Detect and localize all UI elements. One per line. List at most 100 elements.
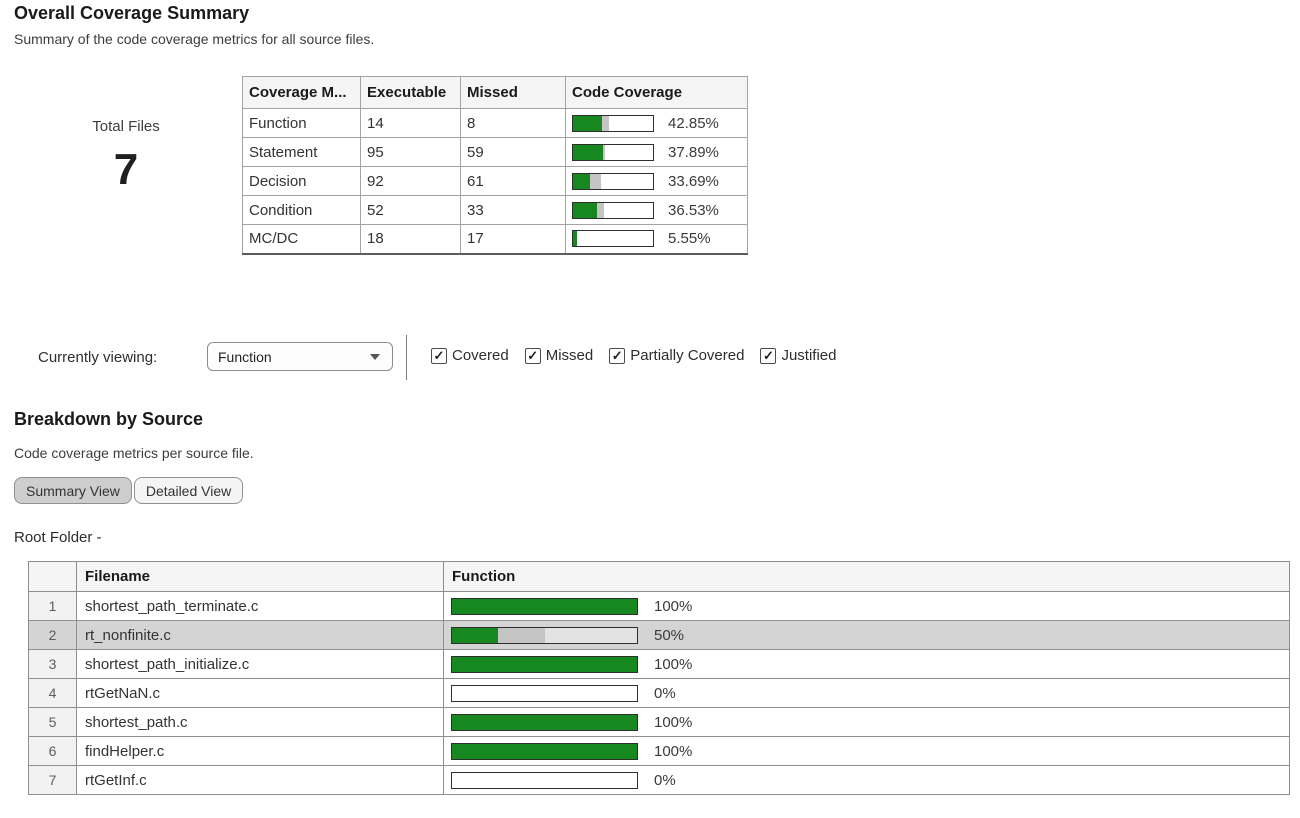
summary-table-row: Decision 92 61 33.69%	[242, 166, 748, 196]
coverage-bar	[451, 713, 638, 731]
summary-table: Coverage M... Executable Missed Code Cov…	[242, 76, 748, 255]
coverage-percent: 50%	[654, 626, 685, 644]
coverage-bar	[572, 114, 654, 132]
covered-segment	[573, 115, 603, 131]
coverage-bar-wrap: 0%	[451, 771, 1282, 789]
file-table-row[interactable]: 3 shortest_path_initialize.c 100%	[28, 649, 1290, 679]
file-table-row[interactable]: 6 findHelper.c 100%	[28, 736, 1290, 766]
partial-segment	[602, 115, 609, 131]
partial-segment	[603, 144, 605, 160]
filter-checkbox-item[interactable]: ✓ Missed	[524, 347, 593, 364]
missed-cell: 59	[460, 137, 566, 167]
filename-cell: shortest_path.c	[76, 707, 444, 737]
row-index-cell: 3	[28, 649, 77, 679]
coverage-percent: 5.55%	[668, 230, 711, 248]
coverage-percent: 42.85%	[668, 114, 719, 132]
covered-segment	[452, 627, 499, 643]
partial-segment	[498, 627, 545, 643]
checkbox-icon[interactable]: ✓	[431, 347, 447, 364]
files-table: Filename Function 1 shortest_path_termin…	[28, 561, 1290, 795]
filename-cell: rt_nonfinite.c	[76, 620, 444, 650]
covered-segment	[573, 173, 590, 189]
row-index-cell: 4	[28, 678, 77, 708]
coverage-cell: 5.55%	[565, 224, 748, 254]
coverage-percent: 0%	[654, 771, 676, 789]
filename-cell: rtGetNaN.c	[76, 678, 444, 708]
summary-table-row: Statement 95 59 37.89%	[242, 137, 748, 167]
filter-checkbox-group: ✓ Covered ✓ Missed ✓ Partially Covered ✓…	[431, 347, 836, 364]
function-coverage-cell: 100%	[443, 736, 1290, 766]
coverage-bar	[451, 655, 638, 673]
coverage-percent: 36.53%	[668, 201, 719, 219]
coverage-percent: 33.69%	[668, 172, 719, 190]
filter-checkbox-item[interactable]: ✓ Justified	[760, 347, 836, 364]
filter-checkbox-item[interactable]: ✓ Partially Covered	[609, 347, 744, 364]
coverage-percent: 37.89%	[668, 143, 719, 161]
covered-segment	[573, 202, 598, 218]
summary-table-row: Condition 52 33 36.53%	[242, 195, 748, 225]
coverage-bar-wrap: 100%	[451, 713, 1282, 731]
file-table-row[interactable]: 1 shortest_path_terminate.c 100%	[28, 591, 1290, 621]
row-index-cell: 7	[28, 765, 77, 795]
missed-cell: 61	[460, 166, 566, 196]
coverage-percent: 0%	[654, 684, 676, 702]
view-toggle-button[interactable]: Summary View	[14, 477, 132, 504]
row-index-cell: 2	[28, 620, 77, 650]
summary-table-row: Function 14 8 42.85%	[242, 108, 748, 138]
missed-cell: 8	[460, 108, 566, 138]
coverage-bar-wrap: 36.53%	[572, 201, 741, 219]
coverage-percent: 100%	[654, 742, 693, 760]
coverage-percent: 100%	[654, 597, 693, 615]
total-files-label: Total Files	[92, 118, 160, 135]
overall-summary-subtitle: Summary of the code coverage metrics for…	[14, 31, 375, 47]
checkbox-icon[interactable]: ✓	[524, 347, 541, 364]
coverage-bar-wrap: 33.69%	[572, 172, 741, 190]
coverage-bar	[451, 742, 638, 760]
breakdown-title: Breakdown by Source	[14, 409, 204, 429]
file-table-row[interactable]: 2 rt_nonfinite.c 50%	[28, 620, 1290, 650]
coverage-bar	[572, 172, 654, 190]
row-index-cell: 5	[28, 707, 77, 737]
total-files-value: 7	[113, 145, 139, 194]
summary-header-row: Coverage M... Executable Missed Code Cov…	[242, 76, 748, 109]
coverage-bar-wrap: 0%	[451, 684, 1282, 702]
coverage-bar-wrap: 37.89%	[572, 143, 741, 161]
metric-dropdown[interactable]: Function	[207, 342, 393, 371]
covered-segment	[573, 144, 604, 160]
executable-cell: 95	[360, 137, 461, 167]
file-table-row[interactable]: 4 rtGetNaN.c 0%	[28, 678, 1290, 708]
missed-cell: 33	[460, 195, 566, 225]
checkbox-icon[interactable]: ✓	[609, 347, 626, 364]
coverage-bar-wrap: 5.55%	[572, 230, 741, 248]
function-coverage-cell: 100%	[443, 591, 1290, 621]
covered-segment	[452, 656, 637, 672]
checkbox-label: Justified	[781, 347, 837, 364]
breakdown-subtitle: Code coverage metrics per source file.	[14, 445, 254, 461]
coverage-bar	[451, 771, 638, 789]
view-toggle-button[interactable]: Detailed View	[133, 477, 244, 504]
coverage-bar-wrap: 42.85%	[572, 114, 741, 132]
executable-cell: 18	[360, 224, 461, 254]
file-table-row[interactable]: 5 shortest_path.c 100%	[28, 707, 1290, 737]
checkbox-icon[interactable]: ✓	[760, 347, 777, 364]
summary-header-coverage: Code Coverage	[565, 76, 748, 109]
coverage-cell: 42.85%	[565, 108, 748, 138]
coverage-bar	[451, 626, 638, 644]
filter-checkbox-item[interactable]: ✓ Covered	[431, 347, 509, 364]
coverage-bar-wrap: 100%	[451, 742, 1282, 760]
executable-cell: 52	[360, 195, 461, 225]
file-table-row[interactable]: 7 rtGetInf.c 0%	[28, 765, 1290, 795]
metric-cell: Function	[242, 108, 361, 138]
checkbox-label: Covered	[452, 347, 509, 364]
files-header-index	[28, 561, 77, 592]
files-header-function: Function	[443, 561, 1290, 592]
row-index-cell: 1	[28, 591, 77, 621]
coverage-bar	[572, 143, 654, 161]
metric-cell: Condition	[242, 195, 361, 225]
coverage-bar-wrap: 100%	[451, 597, 1282, 615]
total-files-panel: Total Files 7	[55, 118, 197, 192]
partial-segment	[589, 173, 602, 189]
missed-cell: 17	[460, 224, 566, 254]
filename-cell: shortest_path_initialize.c	[76, 649, 444, 679]
